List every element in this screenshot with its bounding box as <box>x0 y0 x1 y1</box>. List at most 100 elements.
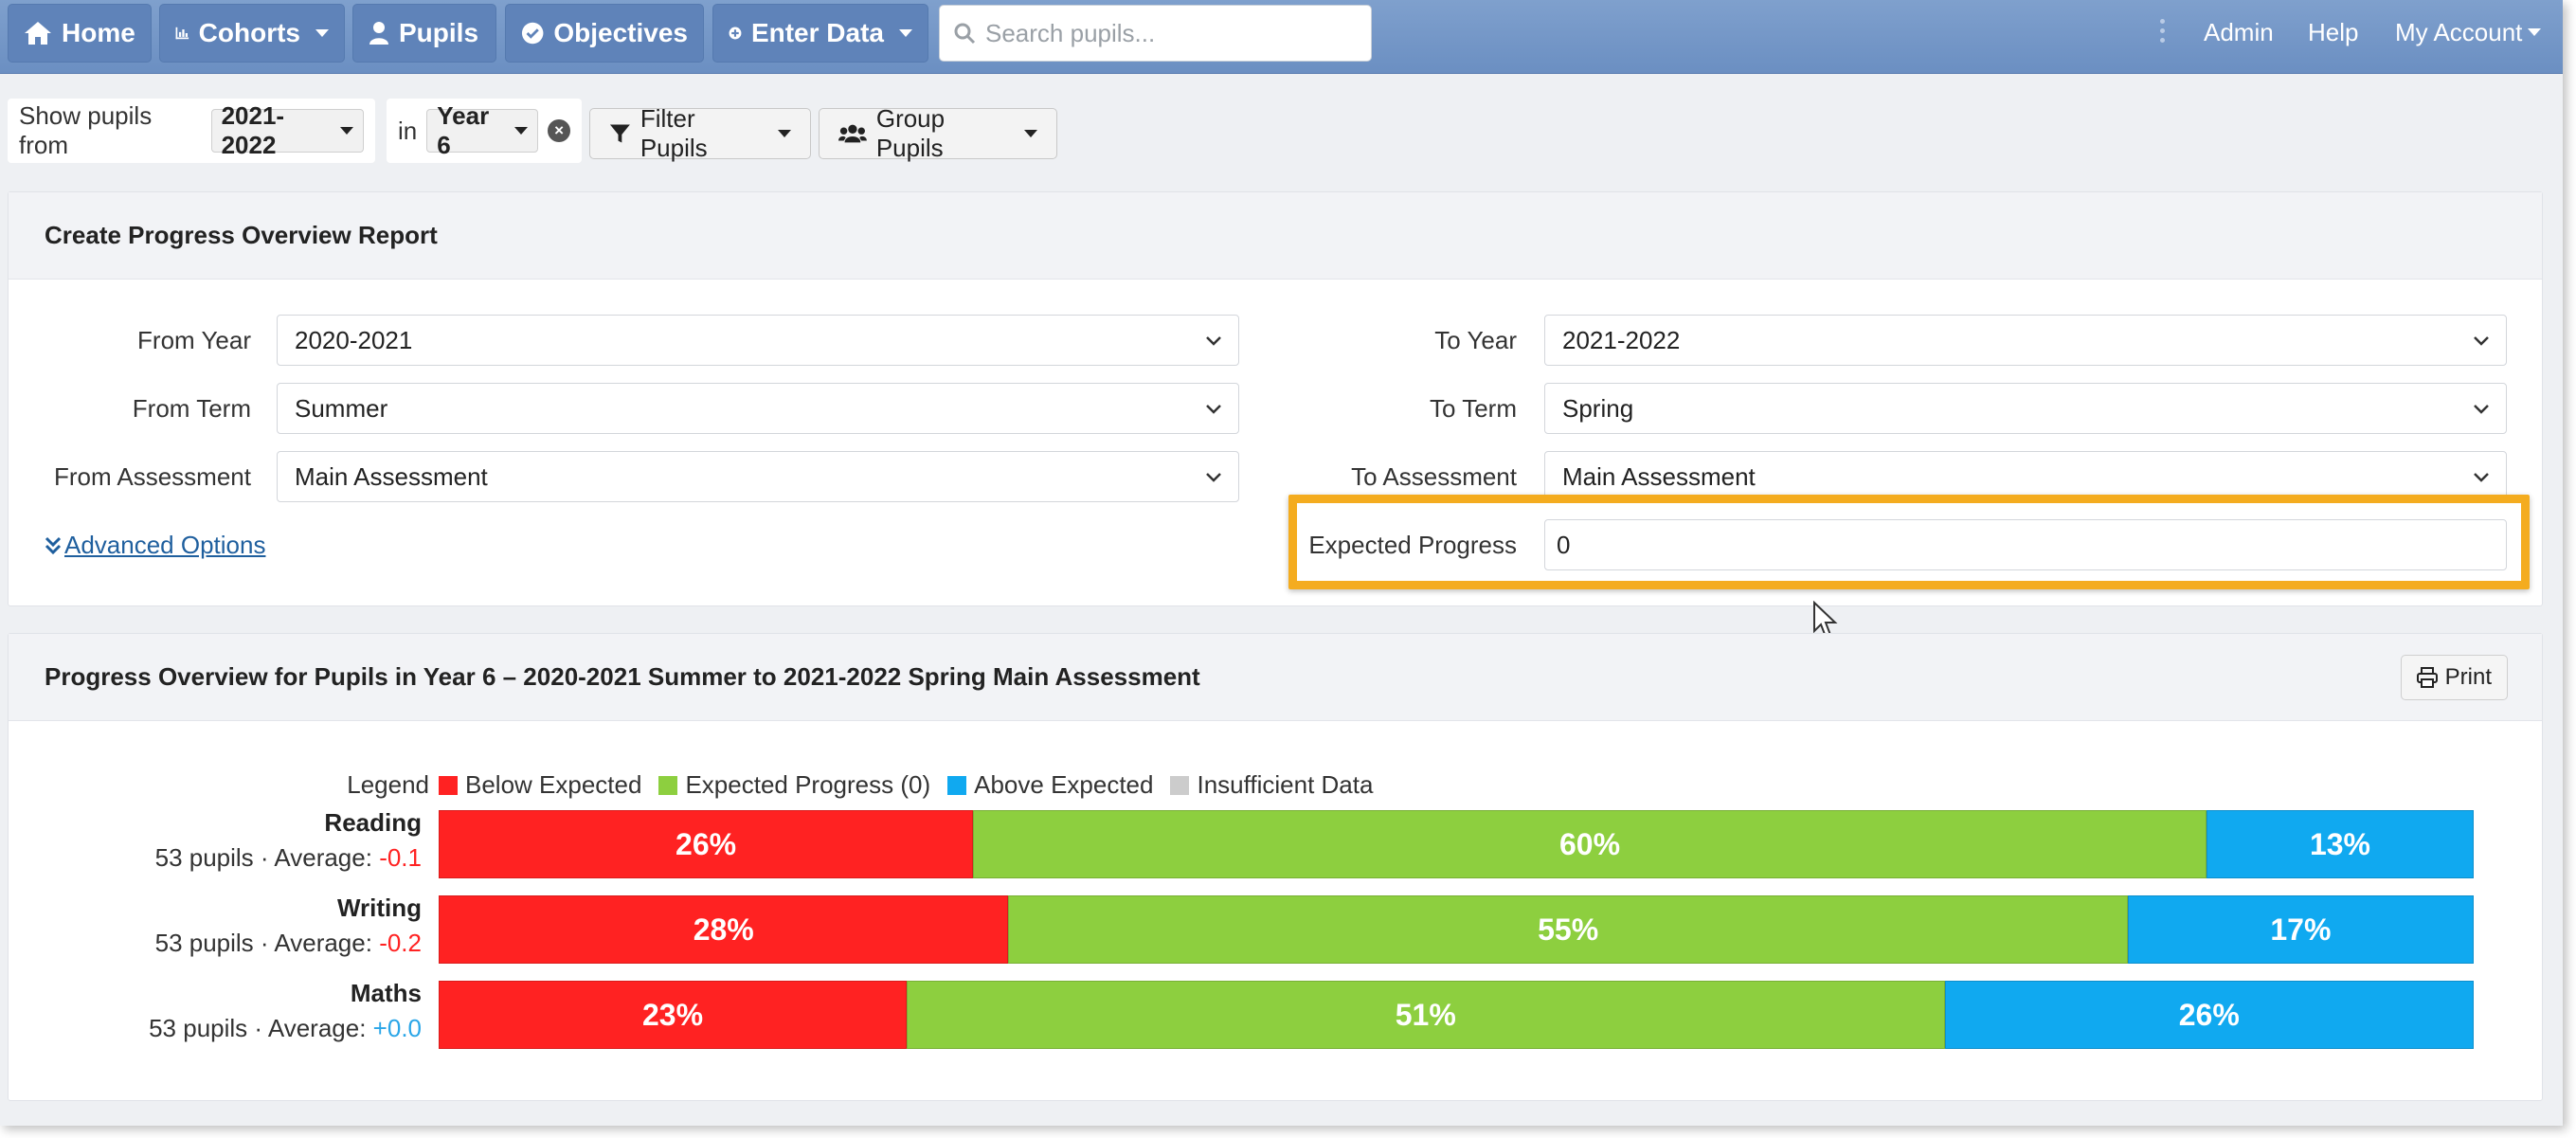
expected-progress-label: Expected Progress <box>1308 531 1517 559</box>
bar-segment[interactable]: 26% <box>1944 981 2474 1049</box>
chevron-down-icon <box>1024 130 1037 137</box>
chevron-down-icon <box>2474 473 2489 482</box>
chevron-down-icon <box>1206 473 1221 482</box>
search-input[interactable] <box>985 18 1345 48</box>
clear-icon[interactable]: × <box>548 119 570 142</box>
to-term-select[interactable]: Spring <box>1544 383 2507 434</box>
home-button[interactable]: Home <box>8 4 152 63</box>
bar-segment[interactable]: 51% <box>907 981 1945 1049</box>
legend-swatch <box>1170 775 1190 795</box>
legend-item: Below Expected <box>439 770 641 800</box>
to-year-label: To Year <box>1434 326 1517 354</box>
legend-label: Above Expected <box>974 770 1154 799</box>
plus-circle-icon <box>729 27 742 40</box>
group-filter: in Year 6 × <box>387 99 582 163</box>
chevron-down-icon <box>2528 28 2542 36</box>
year-filter: Show pupils from 2021-2022 <box>8 99 375 163</box>
printer-icon <box>2416 667 2438 688</box>
chevron-down-icon <box>2474 336 2489 346</box>
user-icon <box>369 22 388 45</box>
to-year-select[interactable]: 2021-2022 <box>1544 315 2507 366</box>
panel-title: Create Progress Overview Report <box>9 192 2542 280</box>
more-vertical-icon[interactable] <box>2160 19 2166 45</box>
double-chevron-down-icon <box>45 536 62 554</box>
overview-title: Progress Overview for Pupils in Year 6 –… <box>9 634 2542 721</box>
users-icon <box>838 124 867 143</box>
chevron-down-icon <box>778 130 791 137</box>
bar-chart-icon <box>175 27 189 40</box>
legend-swatch <box>439 775 458 795</box>
group-pupils-button[interactable]: Group Pupils <box>819 104 1057 162</box>
legend-label: Below Expected <box>465 770 642 799</box>
from-year-label: From Year <box>137 326 251 354</box>
progress-bar-reading: 26% 60% 13% <box>439 810 2474 878</box>
legend-item: Expected Progress (0) <box>658 770 930 800</box>
objectives-label: Objectives <box>553 18 688 47</box>
average-value: -0.2 <box>379 929 422 957</box>
bar-segment[interactable]: 28% <box>439 895 1009 964</box>
bar-segment[interactable]: 23% <box>439 981 908 1049</box>
cohorts-button[interactable]: Cohorts <box>159 4 345 63</box>
expected-progress-highlight <box>1288 495 2530 589</box>
chart-legend: Legend Below Expected Expected Progress (… <box>9 765 2542 803</box>
my-account-menu[interactable]: My Account <box>2395 0 2542 64</box>
subject-name: Reading <box>324 808 422 837</box>
bar-segment[interactable]: 60% <box>973 810 2207 878</box>
subject-name: Writing <box>336 894 422 922</box>
bar-segment[interactable]: 13% <box>2206 810 2474 878</box>
from-assessment-select[interactable]: Main Assessment <box>277 451 1239 502</box>
bar-segment[interactable]: 17% <box>2127 895 2474 964</box>
chevron-down-icon <box>340 127 353 135</box>
pupil-summary: 53 pupils · Average: -0.2 <box>154 929 422 957</box>
chevron-down-icon <box>2474 405 2489 414</box>
progress-overview-panel: Progress Overview for Pupils in Year 6 –… <box>8 633 2543 1101</box>
legend-label: Expected Progress (0) <box>685 770 931 799</box>
row-label-maths: Maths 53 pupils · Average: +0.0 <box>9 979 422 1043</box>
cohorts-label: Cohorts <box>198 18 300 47</box>
from-term-label: From Term <box>132 394 251 423</box>
filter-icon <box>609 124 630 143</box>
average-value: +0.0 <box>372 1014 422 1042</box>
pupil-summary: 53 pupils · Average: -0.1 <box>154 843 422 872</box>
admin-link[interactable]: Admin <box>2204 17 2274 46</box>
show-pupils-label: Show pupils from <box>19 101 153 159</box>
progress-bar-writing: 28% 55% 17% <box>439 895 2474 964</box>
check-circle-icon <box>521 22 544 45</box>
enter-data-button[interactable]: Enter Data <box>712 4 928 63</box>
to-assessment-label: To Assessment <box>1351 462 1517 491</box>
expected-progress-input[interactable] <box>1544 519 2507 570</box>
filter-pupils-button[interactable]: Filter Pupils <box>589 104 811 162</box>
from-assessment-label: From Assessment <box>53 462 251 491</box>
pupil-summary: 53 pupils · Average: +0.0 <box>149 1014 422 1042</box>
chevron-down-icon <box>1206 336 1221 346</box>
row-label-writing: Writing 53 pupils · Average: -0.2 <box>9 894 422 958</box>
bar-segment[interactable]: 55% <box>1008 895 2128 964</box>
row-label-reading: Reading 53 pupils · Average: -0.1 <box>9 808 422 873</box>
average-value: -0.1 <box>379 843 422 872</box>
from-term-select[interactable]: Summer <box>277 383 1239 434</box>
group-select[interactable]: Year 6 <box>426 101 539 159</box>
legend-swatch <box>947 775 967 795</box>
year-select[interactable]: 2021-2022 <box>210 101 364 159</box>
pupils-button[interactable]: Pupils <box>352 4 496 63</box>
legend-title: Legend <box>347 770 429 799</box>
legend-item: Insufficient Data <box>1170 770 1373 800</box>
top-navbar: Home Cohorts Pupils Objectives Enter Dat… <box>0 0 2563 74</box>
legend-swatch <box>658 775 678 795</box>
from-year-select[interactable]: 2020-2021 <box>277 315 1239 366</box>
progress-bar-maths: 23% 51% 26% <box>439 981 2474 1049</box>
home-icon <box>25 22 51 45</box>
help-link[interactable]: Help <box>2308 17 2359 46</box>
legend-label: Insufficient Data <box>1197 770 1374 799</box>
in-label: in <box>398 116 418 145</box>
chevron-down-icon <box>514 127 529 135</box>
bar-segment[interactable]: 26% <box>439 810 974 878</box>
legend-item: Above Expected <box>947 770 1153 800</box>
chevron-down-icon <box>1206 405 1221 414</box>
print-button[interactable]: Print <box>2400 655 2508 700</box>
chevron-down-icon <box>899 29 912 37</box>
search-box[interactable] <box>939 5 1372 62</box>
objectives-button[interactable]: Objectives <box>505 4 704 63</box>
advanced-options-link[interactable]: Advanced Options <box>44 531 265 560</box>
